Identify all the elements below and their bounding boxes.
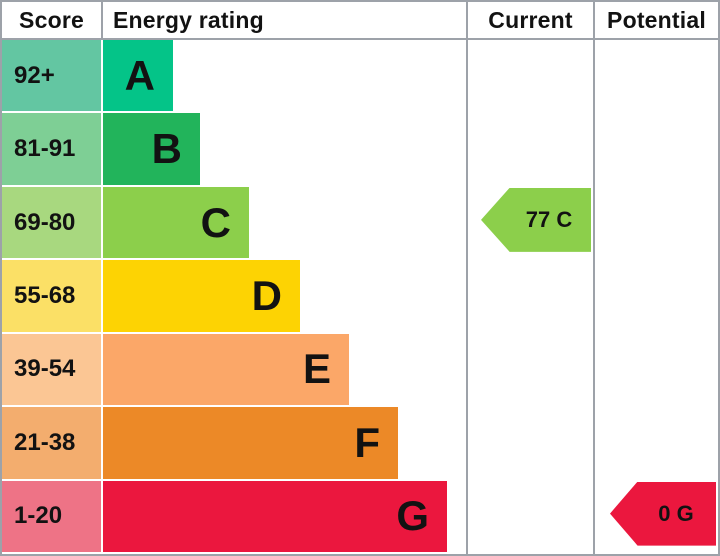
band-bar-b: B — [103, 113, 200, 185]
header-score: Score — [2, 2, 103, 38]
band-row-d: 55-68 D — [2, 260, 718, 333]
header-energy-rating: Energy rating — [103, 2, 468, 38]
score-range-d: 55-68 — [2, 260, 101, 332]
band-bar-c: C — [103, 186, 249, 259]
band-bar-d: D — [103, 260, 300, 332]
band-row-g: 1-20 G — [2, 480, 718, 554]
band-rows: 92+ A 81-91 B 69-80 C 55-68 D 39-54 E 21-38 F 1-20 G — [2, 40, 718, 554]
band-bar-g: G — [103, 480, 447, 552]
score-range-g: 1-20 — [2, 480, 101, 552]
header-potential: Potential — [607, 6, 706, 33]
score-range-a: 92+ — [2, 40, 101, 112]
band-row-a: 92+ A — [2, 40, 718, 113]
band-row-c: 69-80 C — [2, 186, 718, 260]
chart-header: Score Energy rating Current Potential — [2, 2, 718, 40]
header-current: Current — [468, 2, 595, 38]
band-bar-a: A — [103, 40, 173, 112]
score-range-c: 69-80 — [2, 186, 101, 259]
band-row-b: 81-91 B — [2, 113, 718, 186]
column-divider-current — [466, 40, 468, 554]
chart-body: 92+ A 81-91 B 69-80 C 55-68 D 39-54 E 21-38 F 1-20 G … — [2, 40, 718, 554]
score-range-f: 21-38 — [2, 407, 101, 479]
score-range-b: 81-91 — [2, 113, 101, 185]
column-divider-potential — [593, 40, 595, 554]
band-row-f: 21-38 F — [2, 407, 718, 480]
band-bar-e: E — [103, 333, 349, 406]
score-range-e: 39-54 — [2, 333, 101, 406]
band-bar-f: F — [103, 407, 398, 479]
band-row-e: 39-54 E — [2, 333, 718, 407]
